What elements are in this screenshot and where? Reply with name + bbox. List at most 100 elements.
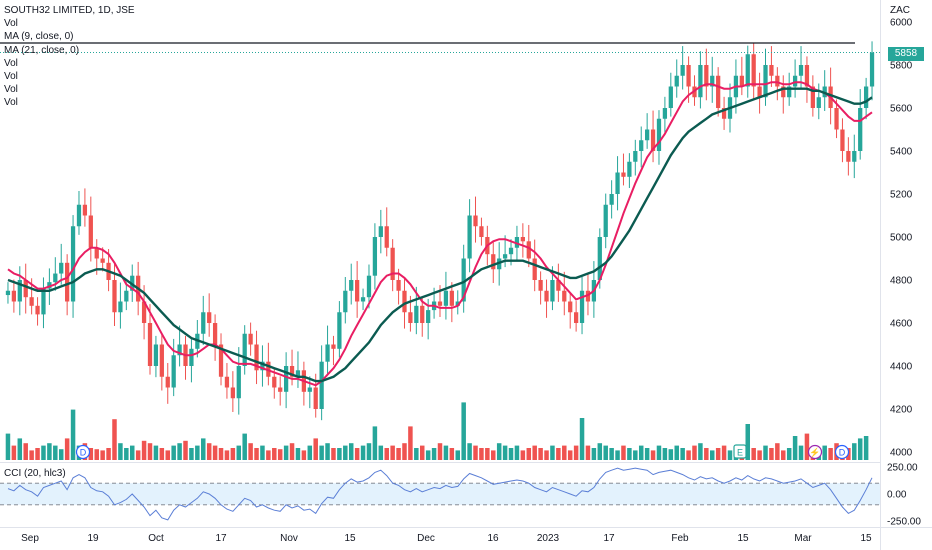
legend-line[interactable]: MA (9, close, 0) bbox=[4, 31, 74, 43]
volume-bar bbox=[491, 450, 496, 460]
volume-bar bbox=[775, 443, 780, 460]
candle-body bbox=[201, 312, 206, 334]
volume-bar bbox=[502, 445, 508, 460]
legend-line[interactable]: Vol bbox=[4, 57, 18, 69]
candle-body bbox=[218, 344, 224, 377]
time-tick-label: 15 bbox=[860, 533, 872, 544]
legend-line[interactable]: Vol bbox=[4, 71, 18, 83]
volume-bar bbox=[402, 443, 407, 460]
volume-bar bbox=[319, 445, 324, 460]
svg-text:E: E bbox=[737, 448, 743, 458]
volume-bar bbox=[579, 418, 585, 460]
volume-bar bbox=[195, 445, 200, 460]
price-tick-label: 4600 bbox=[890, 319, 913, 330]
time-tick-label: Sep bbox=[21, 533, 39, 544]
candle-body bbox=[189, 348, 194, 366]
candle-body bbox=[82, 204, 88, 216]
candle-body bbox=[680, 65, 685, 76]
cci-tick-label: 250.00 bbox=[887, 463, 918, 474]
legend-line[interactable]: Vol bbox=[4, 97, 18, 109]
candle-body bbox=[840, 129, 845, 151]
volume-bar bbox=[467, 443, 472, 460]
volume-bar bbox=[17, 438, 23, 460]
earnings-marker-icon[interactable]: E bbox=[733, 444, 747, 459]
volume-bar bbox=[224, 450, 230, 460]
candle-body bbox=[656, 118, 662, 151]
volume-bar bbox=[526, 448, 532, 460]
dividend-marker-icon[interactable]: D bbox=[75, 444, 91, 460]
candle-body bbox=[633, 151, 638, 162]
dividend-marker-icon[interactable]: D bbox=[834, 444, 850, 460]
candle-body bbox=[491, 254, 496, 270]
volume-bar bbox=[792, 436, 798, 460]
candle-body bbox=[775, 75, 780, 87]
volume-bar bbox=[609, 448, 614, 460]
volume-bar bbox=[366, 443, 372, 460]
legend-line[interactable]: MA (21, close, 0) bbox=[4, 44, 80, 56]
volume-bar bbox=[88, 448, 94, 460]
candle-body bbox=[5, 290, 11, 296]
volume-bar bbox=[390, 445, 395, 460]
volume-bar bbox=[709, 450, 715, 460]
volume-bar bbox=[828, 448, 833, 460]
price-tick-label: 4400 bbox=[890, 362, 913, 373]
candle-body bbox=[556, 280, 561, 291]
legend-line[interactable]: Vol bbox=[4, 18, 18, 30]
last-price-tag: 5858 bbox=[888, 47, 924, 61]
candle-body bbox=[816, 97, 821, 108]
volume-bar bbox=[230, 448, 236, 460]
candle-body bbox=[532, 258, 537, 280]
volume-bar bbox=[567, 450, 573, 460]
candle-body bbox=[94, 247, 99, 259]
candle-body bbox=[153, 344, 159, 366]
candle-body bbox=[414, 305, 419, 323]
candle-body bbox=[455, 301, 460, 306]
cci-label: CCI (20, hlc3) bbox=[4, 468, 66, 479]
legend-line[interactable]: Vol bbox=[4, 84, 18, 96]
cci-line bbox=[7, 467, 873, 521]
volume-bar bbox=[396, 448, 401, 460]
candle-body bbox=[573, 312, 579, 323]
volume-bar bbox=[206, 443, 212, 460]
volume-bar bbox=[254, 448, 259, 460]
volume-bar bbox=[573, 445, 579, 460]
volume-bar bbox=[479, 448, 484, 460]
volume-bar bbox=[633, 450, 638, 460]
candle-body bbox=[751, 54, 756, 87]
candle-body bbox=[112, 280, 117, 313]
volume-bar bbox=[372, 426, 378, 460]
volume-bar bbox=[112, 419, 117, 460]
volume-bar bbox=[668, 449, 674, 460]
volume-bar bbox=[585, 445, 591, 460]
candle-body bbox=[360, 297, 366, 302]
candle-body bbox=[846, 151, 851, 162]
candle-body bbox=[224, 376, 230, 388]
legend-title[interactable]: SOUTH32 LIMITED, 1D, JSE bbox=[4, 5, 135, 16]
volume-bar bbox=[485, 448, 490, 460]
split-marker-icon[interactable]: ⚡ bbox=[807, 444, 823, 460]
candle-body bbox=[449, 290, 454, 306]
volume-bar bbox=[419, 445, 425, 460]
volume-bar bbox=[277, 449, 283, 460]
candle-body bbox=[65, 262, 70, 302]
volume-bar bbox=[686, 450, 691, 460]
candle-body bbox=[798, 65, 804, 76]
candle-body bbox=[597, 237, 602, 280]
candle-body bbox=[177, 344, 182, 356]
volume-bar bbox=[597, 443, 603, 460]
candle-body bbox=[763, 65, 768, 98]
candle-body bbox=[609, 194, 614, 205]
candle-body bbox=[319, 361, 324, 409]
candle-body bbox=[627, 161, 632, 177]
candle-body bbox=[272, 376, 277, 388]
candle-body bbox=[520, 237, 525, 242]
volume-bar bbox=[520, 450, 526, 460]
volume-bar bbox=[94, 449, 99, 460]
time-tick-label: 17 bbox=[603, 533, 615, 544]
svg-text:⚡: ⚡ bbox=[809, 447, 820, 459]
candle-body bbox=[100, 258, 105, 263]
volume-bar bbox=[41, 445, 46, 460]
volume-bar bbox=[721, 445, 727, 460]
volume-bar bbox=[337, 448, 342, 460]
